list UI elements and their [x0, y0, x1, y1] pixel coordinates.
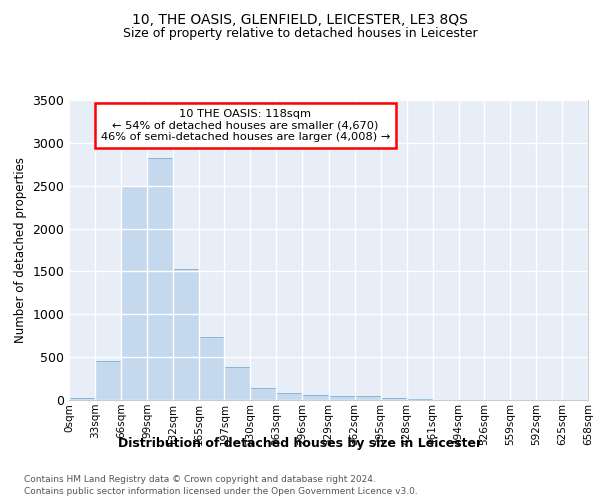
Text: Size of property relative to detached houses in Leicester: Size of property relative to detached ho…	[122, 28, 478, 40]
Text: Distribution of detached houses by size in Leicester: Distribution of detached houses by size …	[118, 438, 482, 450]
Bar	[199, 338, 224, 400]
Text: Contains public sector information licensed under the Open Government Licence v3: Contains public sector information licen…	[24, 488, 418, 496]
Bar	[250, 388, 277, 400]
Bar	[302, 396, 329, 400]
Bar	[277, 393, 302, 400]
Bar	[95, 360, 121, 400]
Y-axis label: Number of detached properties: Number of detached properties	[14, 157, 27, 343]
Text: 10, THE OASIS, GLENFIELD, LEICESTER, LE3 8QS: 10, THE OASIS, GLENFIELD, LEICESTER, LE3…	[132, 12, 468, 26]
Bar	[147, 158, 173, 400]
Bar	[380, 398, 407, 400]
Bar	[355, 396, 380, 400]
Bar	[121, 186, 147, 400]
Text: 10 THE OASIS: 118sqm
← 54% of detached houses are smaller (4,670)
46% of semi-de: 10 THE OASIS: 118sqm ← 54% of detached h…	[101, 109, 390, 142]
Bar	[69, 398, 95, 400]
Bar	[224, 366, 250, 400]
Bar	[173, 269, 199, 400]
Bar	[329, 396, 355, 400]
Text: Contains HM Land Registry data © Crown copyright and database right 2024.: Contains HM Land Registry data © Crown c…	[24, 475, 376, 484]
